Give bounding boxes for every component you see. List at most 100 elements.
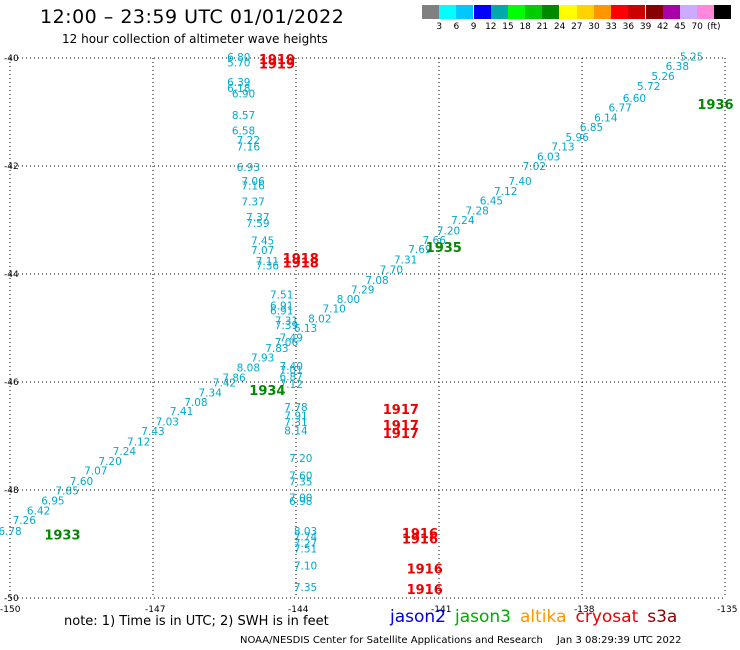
legend-swatch [525,5,543,19]
wave-height-value: 7.69 [408,244,431,256]
legend-label: 45 [674,22,686,32]
legend-swatch [714,5,732,19]
wave-height-value: 6.80 [227,52,250,64]
legend-swatch [439,5,457,19]
wave-height-value: 5.72 [637,81,660,93]
wave-height-value: 7.59 [246,218,269,230]
wave-height-value: 6.14 [594,112,618,124]
wave-height-value: 7.16 [241,180,265,192]
wave-height-value: 7.29 [351,285,374,297]
graticule [9,57,726,599]
longitude-label: -141 [431,605,451,615]
latitude-label: -48 [4,486,19,496]
wave-height-value: 7.35 [289,476,312,488]
wave-height-value: 7.24 [451,215,475,227]
legend-label: 39 [639,22,652,32]
legend-unit: (ft) [707,22,721,32]
map-subtitle: 12 hour collection of altimeter wave hei… [62,32,328,46]
legend-swatch [697,5,715,19]
wave-height-value: 8.02 [308,313,331,325]
longitude-label: -138 [574,605,595,615]
wave-height-value: 6.18 [227,83,250,95]
latitude-label: -46 [4,378,19,388]
wave-height-value: 6.03 [537,151,560,163]
legend-label: 9 [470,22,477,32]
wave-height-value: 7.31 [275,315,298,327]
satellite-name: s3a [647,607,678,627]
credit-text: NOAA/NESDIS Center for Satellite Applica… [240,635,543,646]
wave-height-value: 7.86 [222,373,246,385]
wave-height-value: 6.91 [270,306,293,318]
wave-height-value: 7.06 [241,176,265,188]
wave-height-value: 7.39 [275,320,298,332]
latitude-label: -50 [4,594,19,604]
pass-time-label: 1918 [283,257,319,272]
legend-label: 33 [605,22,617,32]
wave-height-value: 7.27 [294,538,317,550]
wave-height-value: 5.26 [651,71,675,83]
wave-height-value: 6.95 [41,495,64,507]
longitude-label: -150 [0,605,21,615]
wave-height-value: 8.00 [337,294,360,306]
footnote: note: 1) Time is in UTC; 2) SWH is in fe… [64,614,329,629]
legend-swatch [559,5,577,19]
wave-height-value: 6.39 [227,77,250,89]
wave-height-value: 8.14 [284,426,308,438]
axis-labels: -40 -42 -44 -46 -48 -50-150 -147 -144 -141 -138 -1… [0,54,737,615]
wave-height-value: 7.20 [98,456,121,468]
wave-height-value: 8.03 [294,526,317,538]
legend-label: 3 [436,22,443,32]
longitude-label: -144 [288,605,309,615]
legend-swatch [508,5,525,19]
latitude-label: -42 [4,162,19,172]
wave-height-value: 7.60 [289,470,312,482]
legend-label: 18 [519,22,531,32]
wave-height-value: 6.91 [270,300,293,312]
satellite-name: altika [520,607,567,627]
legend-label: 36 [622,22,635,32]
legend-label: 24 [553,22,566,32]
wave-height-value: 6.60 [623,93,646,105]
wave-height-value: 6.87 [280,372,303,384]
wave-height-value: 7.37 [246,212,269,224]
satellite-name: cryosat [575,607,639,627]
wave-height-value: 7.07 [251,245,274,257]
legend-swatch [490,5,508,19]
wave-height-value: 7.43 [141,426,164,438]
wave-height-value: 7.20 [437,225,460,237]
pass-time-label: 1917 [383,419,419,434]
legend-swatch [680,5,697,19]
wave-height-value: 6.78 [0,526,22,538]
pass-time-label: 1936 [697,98,733,113]
wave-height-value: 6.45 [480,196,503,208]
wave-height-value: 6.90 [232,89,255,101]
pass-time-label: 1935 [426,241,462,256]
map-title: 12:00 – 23:59 UTC 01/01/2022 [40,6,345,28]
wave-height-value: 7.00 [289,493,312,505]
legend-swatch [473,5,491,19]
wave-height-value: 7.10 [322,304,345,316]
longitude-label: -135 [717,605,737,615]
legend-swatch [456,5,474,19]
wave-height-value: 7.12 [494,186,517,198]
wave-height-value: 6.77 [608,103,631,115]
pass-labels: 1919191919361935191819181934191719171917… [44,53,733,598]
wave-height-value: 6.13 [294,323,317,335]
legend-label: 6 [453,22,460,32]
legend-swatch [628,5,646,19]
pass-time-label: 1917 [383,403,419,418]
pass-time-label: 1917 [383,427,419,442]
pass-time-label: 1934 [249,384,285,399]
wave-height-value: 7.83 [265,343,288,355]
latitude-label: -40 [4,54,19,64]
wave-height-value: 7.11 [256,256,279,268]
wave-height-value: 7.31 [394,254,417,266]
legend-label: 70 [691,22,703,32]
wave-height-value: 7.85 [56,486,79,498]
wave-height-value: 7.34 [199,387,223,399]
wave-height-value: 6.38 [666,61,689,73]
wave-height-value: 6.98 [289,496,312,508]
wave-height-value: 7.78 [284,402,307,414]
wave-height-value: 7.70 [380,265,403,277]
